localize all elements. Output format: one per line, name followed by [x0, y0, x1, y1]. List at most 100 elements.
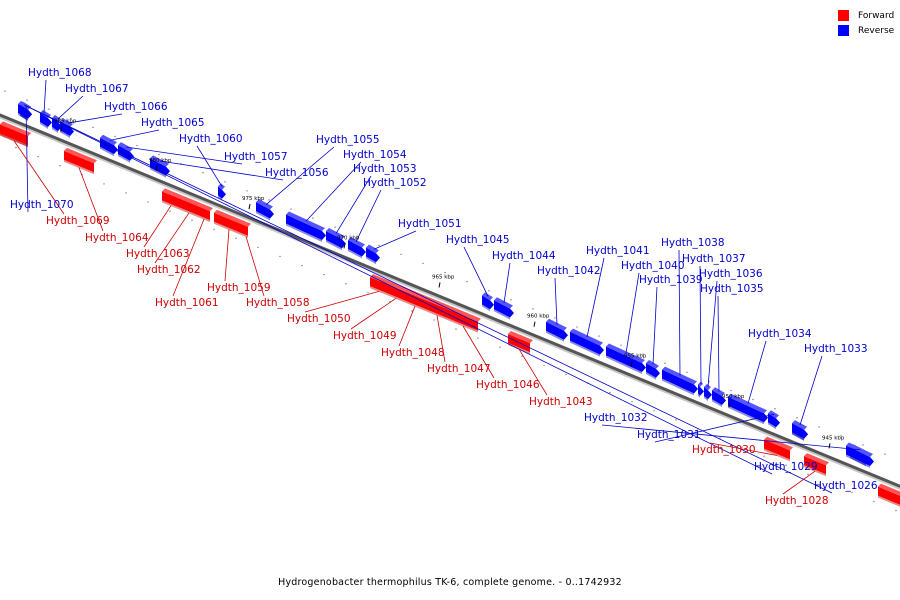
gene-label[interactable]: Hydth_1067 [65, 83, 129, 95]
gene-label[interactable]: Hydth_1069 [46, 215, 110, 227]
gene-top [878, 483, 900, 496]
gene-label[interactable]: Hydth_1051 [398, 218, 462, 230]
gene-label[interactable]: Hydth_1049 [333, 330, 397, 342]
strand-dot [257, 246, 259, 249]
gene-label[interactable]: Hydth_1039 [639, 274, 703, 286]
gene-face [366, 247, 380, 263]
gene-label[interactable]: Hydth_1036 [699, 268, 763, 280]
gene-label[interactable]: Hydth_1048 [381, 347, 445, 359]
gene-label[interactable]: Hydth_1050 [287, 313, 351, 325]
strand-dot [510, 299, 512, 301]
gene-label[interactable]: Hydth_1054 [343, 149, 407, 161]
gene-top [662, 366, 697, 385]
gene-label[interactable]: Hydth_1037 [682, 253, 746, 265]
leader-line [601, 424, 861, 451]
gene-label[interactable]: Hydth_1058 [246, 297, 310, 309]
gene-top [426, 297, 451, 310]
strand-dot [576, 326, 578, 328]
strand-dot [675, 419, 677, 421]
gene-face [494, 300, 514, 318]
gene-label[interactable]: Hydth_1029 [754, 461, 818, 473]
gene-top [286, 211, 325, 231]
gene-label[interactable]: Hydth_1028 [765, 495, 829, 507]
strand-dot [290, 208, 292, 210]
gene-label[interactable]: Hydth_1055 [316, 134, 380, 146]
scale-tick-mark [728, 402, 731, 408]
leader-line [13, 140, 65, 215]
gene-block-extra [792, 420, 808, 441]
gene-face [404, 291, 426, 310]
strand-dot [686, 371, 688, 374]
gene-label[interactable]: Hydth_1059 [207, 282, 271, 294]
gene-shadow [366, 256, 376, 265]
gene-top [256, 199, 273, 210]
legend-forward: Forward [838, 8, 894, 23]
gene-label[interactable]: Hydth_1064 [85, 232, 149, 244]
gene-label[interactable]: Hydth_1065 [141, 117, 205, 129]
gene-label[interactable]: Hydth_1044 [492, 250, 556, 262]
gene-label[interactable]: Hydth_1032 [584, 412, 648, 424]
gene-label[interactable]: Hydth_1061 [155, 297, 219, 309]
scale-tick-label: 965 kbp [432, 275, 455, 281]
gene-block-Hydth_1051 [366, 244, 380, 265]
leader-line [625, 272, 640, 354]
gene-label[interactable]: Hydth_1040 [621, 260, 685, 272]
strand-dot [59, 165, 61, 167]
scale-tick-label: 945 kbp [822, 435, 845, 441]
scale-tick-label: 955 kbp [624, 354, 647, 360]
gene-label[interactable]: Hydth_1043 [529, 396, 593, 408]
strand-dot [840, 435, 842, 437]
gene-label[interactable]: Hydth_1063 [126, 248, 190, 260]
scale-tick-label: 985 kbp [54, 119, 77, 125]
strand-dot [224, 181, 226, 183]
gene-face [52, 117, 62, 132]
gene-label[interactable]: Hydth_1070 [10, 199, 74, 211]
gene-label[interactable]: Hydth_1046 [476, 379, 540, 391]
leader-line [143, 205, 172, 248]
strand-dot [752, 398, 754, 401]
gene-label[interactable]: Hydth_1052 [363, 177, 427, 189]
gene-face [244, 225, 248, 236]
gene-label[interactable]: Hydth_1038 [661, 237, 725, 249]
gene-label[interactable]: Hydth_1053 [353, 163, 417, 175]
gene-label[interactable]: Hydth_1060 [179, 133, 243, 145]
gene-label[interactable]: Hydth_1042 [537, 265, 601, 277]
gene-label[interactable]: Hydth_1062 [137, 264, 201, 276]
leader-line [78, 167, 104, 232]
gene-top [646, 359, 659, 369]
gene-label[interactable]: Hydth_1041 [586, 245, 650, 257]
gene-shadow [768, 422, 776, 430]
gene-shadow [764, 448, 790, 462]
gene-block-Hydth_1055 [256, 199, 274, 221]
gene-block-Hydth_1045 [482, 292, 494, 312]
strand-legend: Forward Reverse [838, 8, 894, 38]
gene-label[interactable]: Hydth_1035 [700, 283, 764, 295]
gene-labels: Hydth_1068 Hydth_1067 Hydth_1066 Hydth_1065… [10, 67, 878, 507]
gene-label[interactable]: Hydth_1045 [446, 234, 510, 246]
strand-dot [114, 135, 116, 138]
gene-label[interactable]: Hydth_1026 [814, 480, 878, 492]
gene-label[interactable]: Hydth_1057 [224, 151, 288, 163]
strand-dot [873, 500, 875, 503]
gene-label[interactable]: Hydth_1047 [427, 363, 491, 375]
leader-line [196, 145, 223, 187]
gene-label[interactable]: Hydth_1056 [265, 167, 329, 179]
gene-label[interactable]: Hydth_1030 [692, 444, 756, 456]
gene-label[interactable]: Hydth_1033 [804, 343, 868, 355]
leader-line [782, 470, 816, 495]
gene-shadow [606, 355, 642, 374]
leader-line [350, 298, 397, 330]
gene-label[interactable]: Hydth_1034 [748, 328, 812, 340]
strand-dot [422, 262, 424, 265]
strand-dot [598, 335, 600, 337]
strand-dot [334, 226, 336, 228]
gene-label[interactable]: Hydth_1031 [637, 429, 701, 441]
gene-label[interactable]: Hydth_1066 [104, 101, 168, 113]
leader-line [67, 113, 123, 124]
gene-label[interactable]: Hydth_1068 [28, 67, 92, 79]
gene-shadow [52, 126, 58, 134]
gene-top [348, 237, 365, 248]
gene-block-Hydth_1064 [64, 147, 97, 175]
legend-reverse: Reverse [838, 23, 894, 38]
legend-forward-label: Forward [858, 10, 895, 21]
